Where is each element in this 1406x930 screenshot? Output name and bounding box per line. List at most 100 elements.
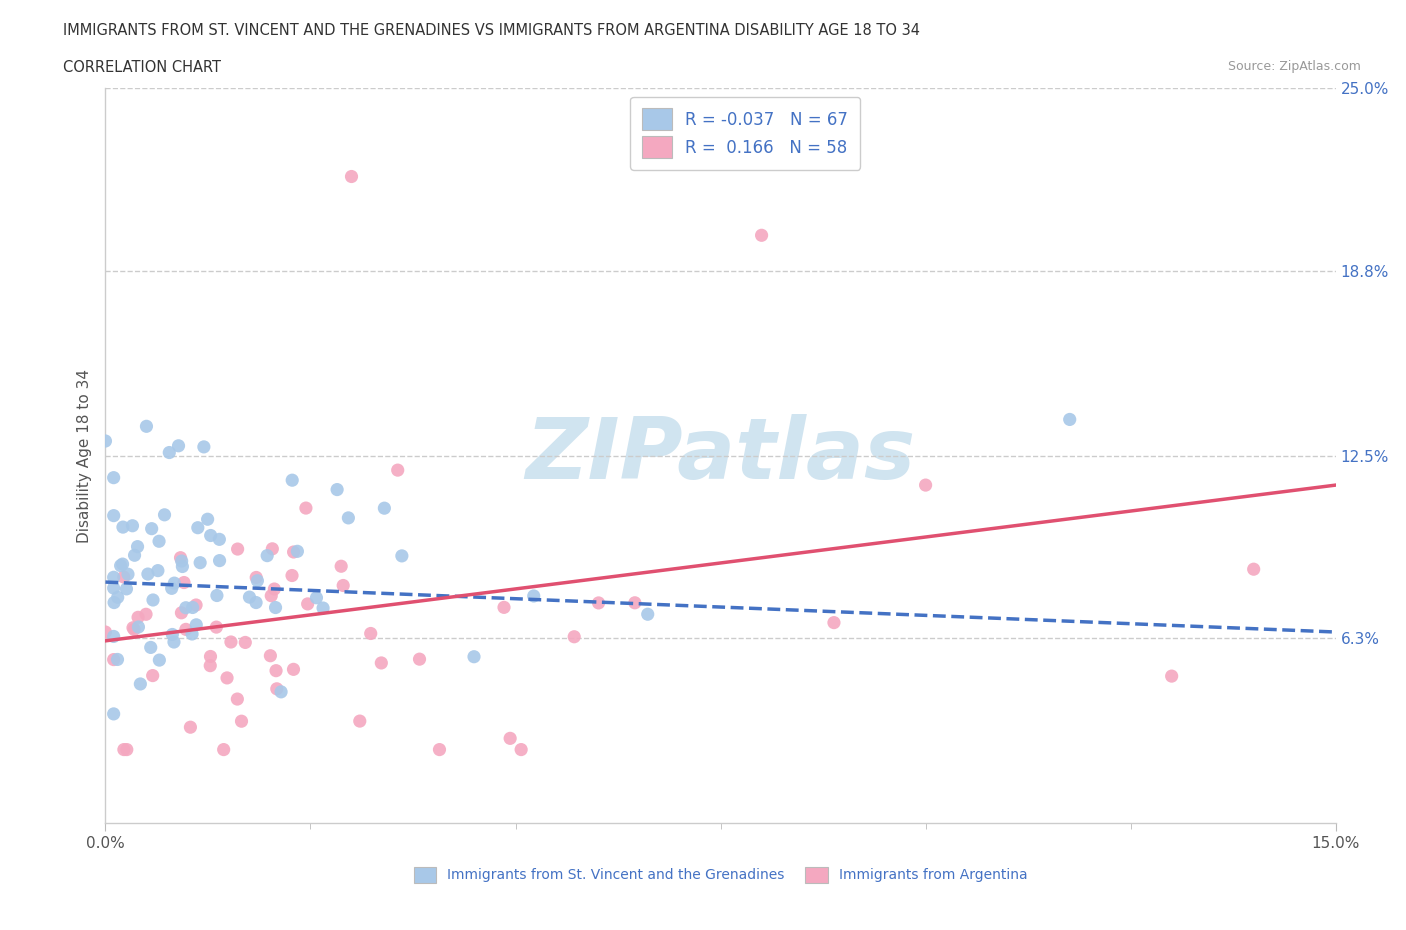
Point xyxy=(157,445,180,460)
Point xyxy=(112,569,135,584)
Point xyxy=(103,707,125,722)
Point xyxy=(103,508,125,523)
Point xyxy=(205,619,228,634)
Point xyxy=(264,600,287,615)
Point xyxy=(94,433,117,448)
Point xyxy=(245,570,267,585)
Point xyxy=(246,573,269,588)
Point xyxy=(184,598,207,613)
Point xyxy=(270,684,292,699)
Point xyxy=(121,518,143,533)
Point xyxy=(215,671,238,685)
Y-axis label: Disability Age 18 to 34: Disability Age 18 to 34 xyxy=(77,368,93,543)
Point xyxy=(510,742,533,757)
Point xyxy=(233,635,256,650)
Point xyxy=(231,713,253,728)
Text: IMMIGRANTS FROM ST. VINCENT AND THE GRENADINES VS IMMIGRANTS FROM ARGENTINA DISA: IMMIGRANTS FROM ST. VINCENT AND THE GREN… xyxy=(63,23,921,38)
Point xyxy=(349,713,371,728)
Point xyxy=(139,640,162,655)
Point xyxy=(186,618,208,632)
Point xyxy=(523,589,546,604)
Point xyxy=(163,576,186,591)
Point xyxy=(283,545,305,560)
Point xyxy=(262,541,284,556)
Point xyxy=(238,590,260,604)
Point xyxy=(103,580,125,595)
Point xyxy=(281,472,304,487)
Legend: Immigrants from St. Vincent and the Grenadines, Immigrants from Argentina: Immigrants from St. Vincent and the Gren… xyxy=(406,859,1035,890)
Text: ZIPatlas: ZIPatlas xyxy=(526,414,915,498)
Point xyxy=(170,553,193,568)
Point xyxy=(124,548,146,563)
Point xyxy=(260,589,283,604)
Point xyxy=(200,658,222,673)
Point xyxy=(107,590,129,604)
Point xyxy=(287,544,309,559)
Point xyxy=(391,549,413,564)
Point xyxy=(103,595,125,610)
Point xyxy=(188,555,211,570)
Point xyxy=(135,418,157,433)
Point xyxy=(226,692,249,707)
Point xyxy=(141,521,163,536)
Point xyxy=(179,720,201,735)
Point xyxy=(208,553,231,568)
Point xyxy=(94,625,117,640)
Point xyxy=(181,600,204,615)
Point xyxy=(193,440,215,455)
Point xyxy=(103,570,125,585)
Point xyxy=(117,566,139,581)
Point xyxy=(823,615,845,630)
Point xyxy=(373,500,395,515)
Point xyxy=(330,559,353,574)
Point xyxy=(103,471,125,485)
Point xyxy=(135,607,157,622)
Point xyxy=(174,622,197,637)
Point xyxy=(429,742,451,757)
Point xyxy=(111,557,134,572)
Point xyxy=(112,742,135,757)
Point xyxy=(115,581,138,596)
Point xyxy=(208,532,231,547)
Point xyxy=(127,539,149,554)
Point xyxy=(169,551,191,565)
Point xyxy=(153,508,176,523)
Point xyxy=(1160,669,1182,684)
Point xyxy=(148,653,170,668)
Text: CORRELATION CHART: CORRELATION CHART xyxy=(63,60,221,75)
Point xyxy=(562,630,585,644)
Point xyxy=(107,652,129,667)
Point xyxy=(259,648,281,663)
Point xyxy=(160,581,183,596)
Point xyxy=(162,627,184,642)
Point xyxy=(212,742,235,757)
Point xyxy=(200,528,222,543)
Point xyxy=(340,169,363,184)
Point xyxy=(205,588,228,603)
Point xyxy=(499,731,522,746)
Point xyxy=(297,596,319,611)
Point xyxy=(219,634,242,649)
Point xyxy=(914,478,936,493)
Point xyxy=(370,656,392,671)
Point xyxy=(146,564,169,578)
Point xyxy=(751,228,773,243)
Point xyxy=(588,595,610,610)
Point xyxy=(337,511,360,525)
Point xyxy=(295,500,318,515)
Point xyxy=(129,676,152,691)
Point xyxy=(167,438,190,453)
Point xyxy=(111,520,134,535)
Point xyxy=(163,634,186,649)
Point xyxy=(624,595,647,610)
Point xyxy=(197,512,219,526)
Point xyxy=(127,610,149,625)
Point xyxy=(174,600,197,615)
Point xyxy=(332,578,354,593)
Point xyxy=(103,629,125,644)
Point xyxy=(200,649,222,664)
Point xyxy=(408,652,430,667)
Point xyxy=(148,534,170,549)
Point xyxy=(256,548,278,563)
Point xyxy=(492,600,515,615)
